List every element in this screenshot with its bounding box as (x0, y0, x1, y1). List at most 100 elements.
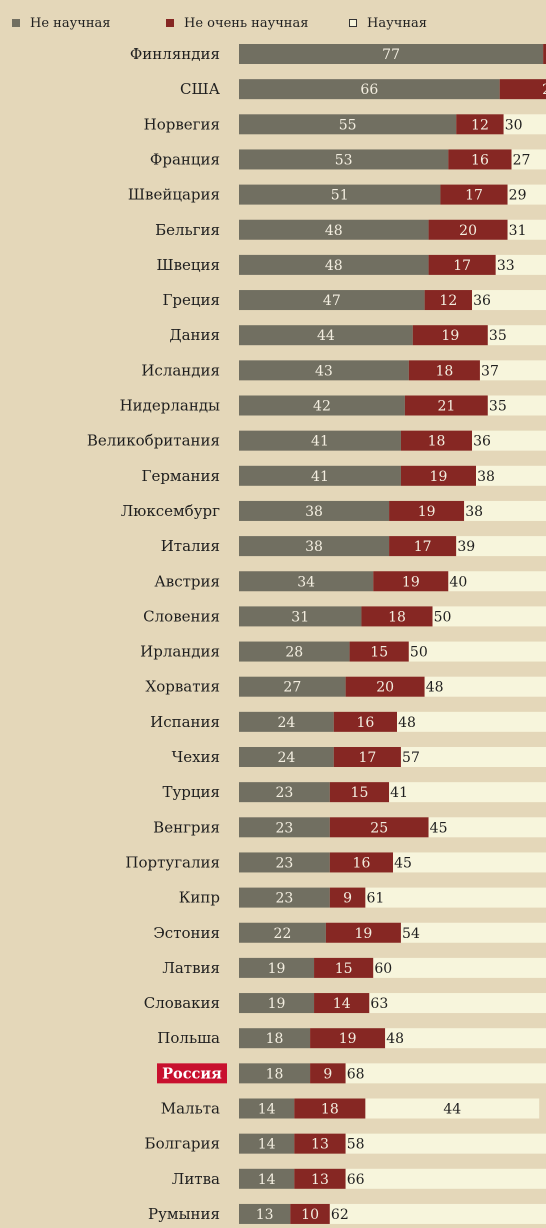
category-label: Испания (150, 713, 220, 731)
bar-value-label: 62 (331, 1207, 349, 1223)
category-label: США (180, 80, 221, 98)
bar-segment-not-very-scientific (456, 114, 504, 135)
bar-segment-not-scientific (239, 1098, 295, 1119)
bar-row: Болгария 14 13 58 (145, 1133, 546, 1154)
bar-segment-not-very-scientific (294, 1098, 366, 1119)
category-label: Люксембург (121, 502, 220, 520)
bar-value-label: 36 (473, 434, 491, 450)
bar-segment-scientific (345, 1168, 546, 1189)
bar-value-label: 15 (370, 645, 388, 661)
bar-segment-not-scientific (239, 887, 330, 908)
bar-value-label: 41 (311, 469, 329, 485)
bar-value-label: 10 (301, 1207, 319, 1223)
bar-segment-scientific (472, 290, 546, 311)
bar-segment-scientific (479, 360, 546, 381)
bar-row: Россия 18 9 68 (157, 1063, 546, 1084)
bar-segment-not-very-scientific (440, 184, 508, 205)
legend-label-not-scientific: Не научная (30, 16, 111, 31)
bar-segment-not-scientific (239, 44, 544, 64)
bar-value-label: 66 (360, 82, 378, 98)
bar-segment-not-very-scientific (404, 395, 488, 416)
bar-value-label: 16 (471, 152, 489, 168)
bar-segment-not-very-scientific (290, 1203, 330, 1224)
category-label: Мальта (161, 1100, 220, 1118)
bar-segment-not-very-scientific (329, 887, 366, 908)
bar-segment-not-scientific (239, 922, 326, 943)
bar-row: Словения 31 18 50 (143, 606, 546, 627)
bar-segment-not-scientific (239, 465, 401, 486)
bar-row: Хорватия 27 20 48 (146, 676, 546, 697)
bar-segment-not-very-scientific (294, 1133, 346, 1154)
category-label: Нидерланды (120, 397, 220, 415)
bar-segment-not-very-scientific (333, 747, 401, 767)
bar-row: Исландия 43 18 37 (141, 360, 546, 381)
bar-value-label: 35 (489, 399, 507, 415)
bar-value-label: 44 (317, 328, 335, 344)
bar-segment-scientific (456, 536, 546, 557)
bar-segment-not-very-scientific (373, 571, 449, 592)
bar-value-label: 18 (428, 434, 446, 450)
bar-row: Великобритания 41 18 36 (87, 430, 546, 451)
category-label: Венгрия (153, 818, 220, 836)
bar-value-label: 17 (453, 258, 471, 274)
legend-label-not-very-scientific: Не очень научная (184, 16, 309, 31)
bar-segment-not-very-scientific (333, 711, 397, 732)
bar-segment-scientific (393, 852, 546, 873)
bar-segment-not-very-scientific (361, 606, 433, 627)
bar-segment-not-very-scientific (428, 254, 496, 275)
bar-segment-scientific (448, 571, 546, 592)
bar-segment-not-scientific (239, 711, 334, 732)
bar-value-label: 12 (471, 117, 489, 133)
category-label: Румыния (148, 1205, 220, 1223)
bar-row: Словакия 19 14 63 (144, 993, 546, 1014)
bar-segment-not-very-scientific (499, 79, 546, 100)
category-label: Болгария (145, 1135, 220, 1153)
bar-segment-not-scientific (239, 184, 441, 205)
bar-value-label: 27 (283, 680, 301, 696)
bar-segment-not-scientific (239, 1168, 295, 1189)
bar-value-label: 44 (443, 1102, 461, 1118)
category-label: Португалия (125, 853, 220, 871)
bar-segment-not-very-scientific (329, 852, 394, 873)
bar-segment-not-scientific (239, 536, 390, 557)
highlight-label-box (157, 1063, 227, 1084)
category-label: Россия (162, 1065, 222, 1082)
bar-segment-scientific (428, 817, 546, 838)
bar-value-label: 47 (323, 293, 341, 309)
bar-segment-not-very-scientific (329, 817, 429, 838)
bar-row: Греция 47 12 36 (162, 290, 546, 311)
bar-segment-not-very-scientific (294, 1168, 346, 1189)
bar-row: Польша 18 19 48 (157, 1028, 546, 1049)
bar-row: Австрия 34 19 40 (154, 571, 546, 592)
category-label: Эстония (153, 924, 220, 942)
bar-segment-not-scientific (239, 325, 413, 346)
bar-value-label: 36 (473, 293, 491, 309)
bar-value-label: 16 (353, 855, 371, 871)
bar-value-label: 16 (356, 715, 374, 731)
category-label: Исландия (141, 361, 220, 379)
bar-segment-scientific (476, 465, 546, 486)
bar-value-label: 15 (351, 785, 369, 801)
bar-value-label: 21 (437, 399, 455, 415)
legend-label-scientific: Научная (367, 16, 427, 31)
bar-segment-not-very-scientific (448, 149, 512, 170)
bar-row: Нидерланды 42 21 35 (120, 395, 546, 416)
bar-value-label: 43 (315, 363, 333, 379)
category-label: Словакия (144, 994, 220, 1012)
bar-row: Люксембург 38 19 38 (121, 500, 546, 521)
bar-segment-not-very-scientific (389, 500, 465, 521)
bar-value-label: 19 (418, 504, 436, 520)
bar-segment-not-scientific (239, 290, 425, 311)
category-label: Ирландия (140, 643, 220, 661)
category-label: Бельгия (155, 221, 220, 239)
bar-value-label: 48 (386, 1031, 404, 1047)
bar-value-label: 23 (276, 891, 294, 907)
category-label: Латвия (162, 959, 220, 977)
category-label: Финляндия (130, 45, 220, 63)
bar-value-label: 30 (505, 117, 523, 133)
bar-segment-scientific (495, 254, 546, 275)
bar-row: Литва 14 13 66 (172, 1168, 546, 1189)
bar-value-label: 19 (430, 469, 448, 485)
category-label: Швейцария (128, 186, 220, 204)
